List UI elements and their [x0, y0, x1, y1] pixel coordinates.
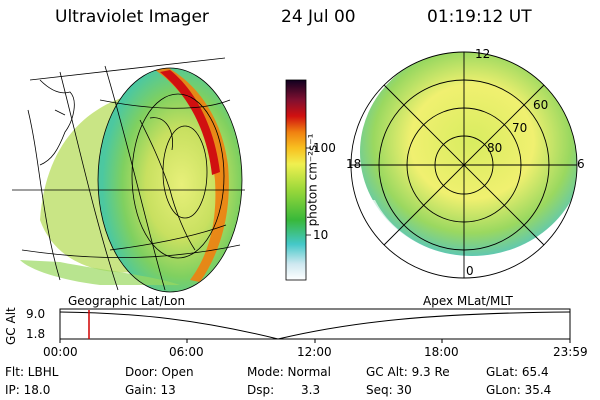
mlt-label-18: 18	[346, 157, 362, 171]
timeline-ytick-max: 9.0	[26, 307, 46, 321]
geo-panel-caption: Geographic Lat/Lon	[68, 294, 186, 308]
status-seq: Seq: 30	[366, 383, 412, 397]
time-label: 01:19:12 UT	[427, 7, 532, 27]
colorbar-scale	[285, 79, 307, 281]
status-dsp-value: 3.3	[301, 383, 321, 397]
mlt-label-12: 12	[475, 47, 491, 61]
mlat-label-80: 80	[487, 141, 503, 155]
colorbar-tick-100: 100	[313, 141, 336, 155]
app-title: Ultraviolet Imager	[55, 7, 209, 27]
timeline-ylabel: GC Alt	[4, 307, 18, 345]
status-door: Door: Open	[125, 365, 194, 379]
mlat-label-70: 70	[512, 121, 528, 135]
mlt-label-0: 0	[466, 264, 474, 278]
altitude-curve	[59, 311, 571, 340]
status-filter: Flt: LBHL	[5, 365, 59, 379]
timeline-xtick-0600: 06:00	[169, 345, 204, 359]
mlat-label-60: 60	[533, 98, 549, 112]
status-gain: Gain: 13	[125, 383, 176, 397]
timeline-xtick-0000: 00:00	[43, 345, 78, 359]
mlt-label-6: 6	[577, 157, 585, 171]
status-mode: Mode: Normal	[247, 365, 331, 379]
timeline-xtick-1200: 12:00	[297, 345, 332, 359]
timeline-xtick-1800: 18:00	[424, 345, 459, 359]
status-gc-alt: GC Alt: 9.3 Re	[366, 365, 450, 379]
status-ip: IP: 18.0	[5, 383, 51, 397]
timeline-ytick-min: 1.8	[26, 327, 46, 341]
altitude-timeline	[59, 308, 571, 343]
polar-panel	[350, 51, 578, 279]
geographic-panel	[12, 57, 245, 293]
colorbar-unit-label: photon cm⁻²s⁻¹	[305, 133, 320, 227]
status-glat: GLat: 65.4	[486, 365, 549, 379]
status-glon: GLon: 35.4	[486, 383, 552, 397]
colorbar-tick-10: 10	[313, 228, 329, 242]
status-dsp-label: Dsp:	[247, 383, 275, 397]
polar-panel-caption: Apex MLat/MLT	[423, 294, 513, 308]
timeline-xtick-2359: 23:59	[553, 345, 588, 359]
auroral-oval	[360, 52, 577, 256]
date-label: 24 Jul 00	[281, 7, 356, 27]
colorbar	[285, 79, 311, 281]
